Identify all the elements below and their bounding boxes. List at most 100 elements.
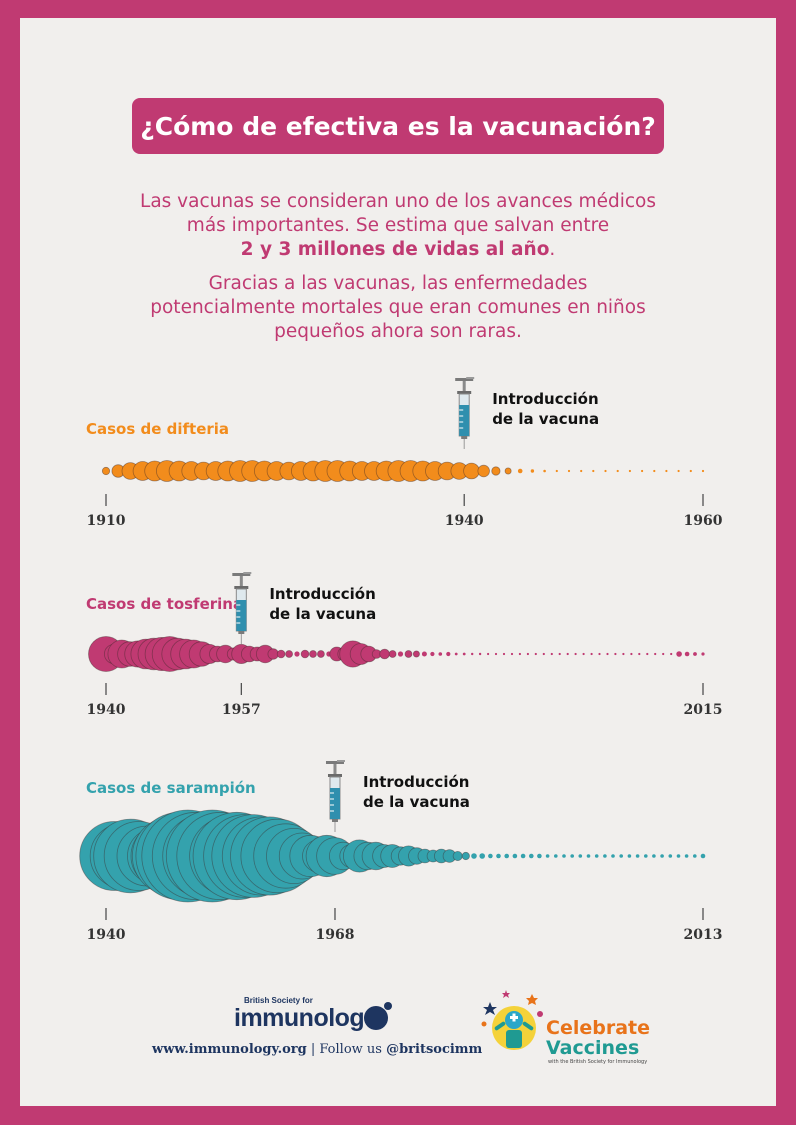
tick-label: 1940 xyxy=(87,927,126,943)
bubble-tosferina xyxy=(446,651,451,657)
bubble-tosferina xyxy=(598,652,601,656)
syringe-icon xyxy=(455,377,475,449)
intro-line: más importantes. Se estima que salvan en… xyxy=(186,215,610,236)
bubble-sarampion xyxy=(461,851,470,861)
bubble-tosferina xyxy=(502,652,506,656)
bubble-sarampion xyxy=(520,853,526,859)
bubble-sarampion xyxy=(611,854,615,858)
bubble-tosferina xyxy=(471,652,474,656)
syringe-icon xyxy=(325,760,345,832)
series-label-difteria: Casos de difteria xyxy=(86,420,229,438)
tick-label: 2015 xyxy=(684,702,723,718)
bsi-small-text: British Society for xyxy=(244,996,313,1005)
website-link[interactable]: www.immunology.org xyxy=(152,1042,307,1057)
intro-line-end: . xyxy=(549,239,556,260)
bubble-sarampion xyxy=(562,854,566,858)
bubble-tosferina xyxy=(526,652,529,656)
bubble-tosferina xyxy=(676,651,682,657)
bubble-difteria xyxy=(701,469,705,473)
bubble-tosferina xyxy=(421,651,427,657)
footer-links: www.immunology.org | Follow us @britsoci… xyxy=(152,1042,482,1057)
footer-separator: | Follow us xyxy=(306,1042,387,1057)
page-title: ¿Cómo de efectiva es la vacunación? xyxy=(132,98,664,154)
bubble-sarampion xyxy=(529,853,534,859)
page: ¿Cómo de efectiva es la vacunación? Las … xyxy=(20,18,776,1106)
bubble-tosferina xyxy=(590,652,593,656)
bubble-sarampion xyxy=(496,853,501,859)
bubble-tosferina xyxy=(478,652,482,656)
bubble-sarampion xyxy=(471,853,477,859)
bubble-tosferina xyxy=(534,652,537,656)
bubble-tosferina xyxy=(550,652,553,656)
vaccine-intro-label: de la vacuna xyxy=(269,605,376,623)
bubble-sarampion xyxy=(652,854,656,858)
tick-label: 2013 xyxy=(684,927,723,943)
bubble-tosferina xyxy=(404,650,413,658)
bubble-sarampion xyxy=(627,854,632,858)
bubble-sarampion xyxy=(619,854,623,858)
tick-label: 1940 xyxy=(445,513,484,529)
bubble-tosferina xyxy=(300,649,310,659)
bubble-sarampion xyxy=(488,853,493,859)
bubble-sarampion xyxy=(635,854,640,858)
bubble-difteria xyxy=(477,464,490,478)
cv-line2: Vaccines xyxy=(546,1037,640,1059)
bsi-logo-text: immunolog xyxy=(234,1004,365,1032)
bubble-tosferina xyxy=(412,650,420,658)
bubble-difteria xyxy=(543,469,546,473)
bubble-tosferina xyxy=(309,650,317,658)
bubble-tosferina xyxy=(662,652,665,656)
intro-line: potencialmente mortales que eran comunes… xyxy=(150,297,646,318)
bubble-tosferina xyxy=(654,652,657,656)
bubble-tosferina xyxy=(316,650,325,658)
bubble-difteria xyxy=(628,469,632,473)
bubble-sarampion xyxy=(700,853,706,859)
bubble-difteria xyxy=(689,469,692,473)
bubble-tosferina xyxy=(276,649,286,659)
bubble-tosferina xyxy=(518,652,521,656)
bubble-difteria xyxy=(504,467,512,475)
bubble-sarampion xyxy=(684,854,689,858)
vaccine-intro-label: de la vacuna xyxy=(492,410,599,428)
cv-line1: Celebrate xyxy=(546,1017,650,1039)
bubble-tosferina xyxy=(438,652,443,656)
bubble-difteria xyxy=(491,466,501,476)
series-label-sarampion: Casos de sarampión xyxy=(86,779,256,797)
vaccine-intro-label: de la vacuna xyxy=(363,793,470,811)
intro-paragraph-2: Gracias a las vacunas, las enfermedades … xyxy=(78,272,718,344)
bubble-tosferina xyxy=(670,652,673,656)
bubble-tosferina xyxy=(487,652,490,656)
series-label-tosferina: Casos de tosferina xyxy=(86,595,243,613)
vaccine-intro-label: Introducción xyxy=(492,390,598,408)
tick-label: 1910 xyxy=(87,513,126,529)
intro-line: Las vacunas se consideran uno de los ava… xyxy=(140,191,656,212)
bubble-tosferina xyxy=(430,651,435,657)
bubble-sarampion xyxy=(668,854,673,858)
bubble-sarampion xyxy=(570,854,574,858)
bubble-tosferina xyxy=(388,650,397,658)
bubble-tosferina xyxy=(693,652,697,656)
bubble-tosferina xyxy=(294,651,300,657)
bubble-tosferina xyxy=(566,652,569,656)
bubble-sarampion xyxy=(644,854,648,858)
bubble-difteria xyxy=(653,469,656,473)
bubble-difteria xyxy=(567,469,571,473)
bubble-sarampion xyxy=(676,854,681,858)
celebrate-vaccines-logo: Celebrate Vaccines with the British Soci… xyxy=(480,980,680,1080)
bubble-tosferina xyxy=(582,652,585,656)
intro-line: Gracias a las vacunas, las enfermedades xyxy=(208,273,588,294)
bubble-sarampion xyxy=(479,853,486,859)
social-handle-link[interactable]: @britsocimm xyxy=(386,1042,483,1057)
bubble-tosferina xyxy=(285,650,294,658)
bsi-logo-icon xyxy=(364,1002,392,1030)
bubble-sarampion xyxy=(586,854,591,858)
bubble-tosferina xyxy=(630,652,633,656)
tick-label: 1968 xyxy=(316,927,355,943)
bubble-tosferina xyxy=(614,652,617,656)
bubble-difteria xyxy=(101,466,111,476)
tick-label: 1940 xyxy=(87,702,126,718)
bubble-difteria xyxy=(517,468,523,474)
bubble-tosferina xyxy=(684,651,690,657)
intro-paragraph-1: Las vacunas se consideran uno de los ava… xyxy=(78,190,718,262)
syringe-icon xyxy=(232,572,252,644)
